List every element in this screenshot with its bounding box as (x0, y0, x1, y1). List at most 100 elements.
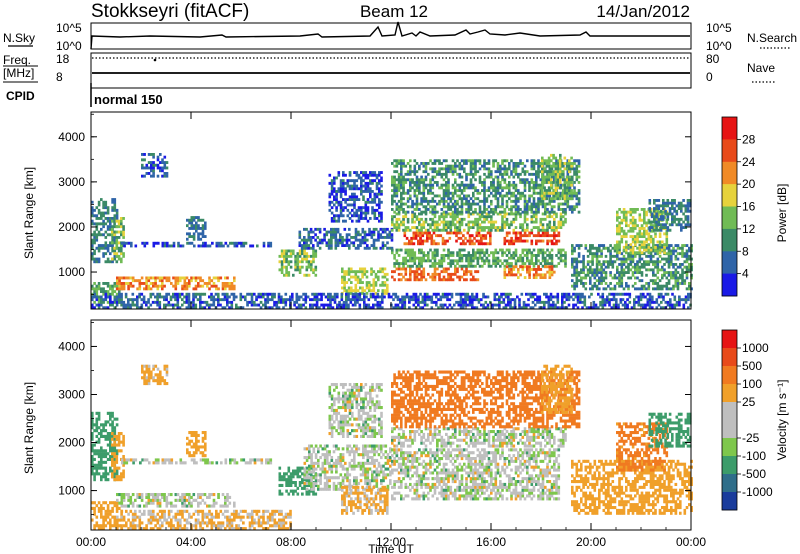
x-tick-label: 00:00 (76, 535, 106, 549)
colorbar-swatch (722, 251, 737, 274)
power-region (278, 249, 318, 277)
power-xticks (90, 112, 692, 309)
power-region (91, 198, 119, 264)
colorbar-swatch (722, 273, 737, 297)
colorbar-swatch (722, 402, 737, 421)
y-tick-label: 2000 (58, 436, 85, 450)
colorbar-swatch (722, 330, 737, 349)
colorbar-tick-label: 12 (742, 222, 756, 236)
nsearch-tick-top: 10^5 (706, 21, 732, 35)
velocity-cells (91, 364, 693, 531)
colorbar-tick-label: 100 (742, 377, 762, 391)
velocity-region (303, 444, 392, 491)
velocity-region (391, 427, 567, 448)
velocity-region (111, 432, 125, 482)
velocity-region (391, 370, 581, 429)
power-region (341, 267, 389, 295)
x-tick-label: 20:00 (576, 535, 606, 549)
colorbar-tick-label: 1000 (742, 341, 769, 355)
power-cells (91, 153, 693, 310)
velocity-xlabel: Time UT (368, 542, 414, 554)
freq-label: Freq. (3, 53, 31, 67)
colorbar-tick-label: -500 (742, 467, 766, 481)
nsearch-label: N.Search (747, 31, 797, 45)
colorbar-swatch (722, 184, 737, 207)
nave-tick-top: 80 (706, 52, 720, 66)
power-panel: Slant Range [km] 4000 3000 2000 1000 (22, 111, 693, 310)
colorbar-swatch (722, 366, 737, 385)
nsky-tick-bottom: 10^0 (56, 39, 82, 53)
power-region (503, 265, 556, 279)
velocity-region (648, 412, 692, 448)
velocity-colorbar: 1000 500 100 25 -25 -100 -500 -1000 Velocity [m… (721, 329, 789, 511)
power-colorbar: 28 24 20 16 12 8 4 Power [dB] (721, 116, 789, 297)
velocity-region (541, 364, 573, 414)
y-tick-label: 1000 (58, 265, 85, 279)
colorbar-swatch (722, 492, 737, 511)
colorbar-tick-label: 20 (742, 177, 756, 191)
y-tick-label: 2000 (58, 220, 85, 234)
power-region (91, 292, 292, 310)
colorbar-swatch (722, 228, 737, 252)
cpid-label: CPID (6, 89, 35, 103)
power-region (111, 217, 125, 264)
power-region (186, 216, 207, 241)
mhz-label: [MHz] (3, 66, 34, 80)
colorbar-swatch (722, 420, 737, 439)
colorbar-swatch (722, 206, 737, 230)
freq-tick-top: 18 (56, 52, 70, 66)
y-tick-label: 4000 (58, 339, 85, 353)
colorbar-swatch (722, 161, 737, 185)
colorbar-tick-label: 28 (742, 132, 756, 146)
x-tick-label: 00:00 (676, 535, 706, 549)
power-region (503, 231, 561, 246)
velocity-region (341, 485, 389, 515)
power-region (141, 153, 169, 178)
y-tick-label: 3000 (58, 175, 85, 189)
colorbar-swatch (722, 456, 737, 475)
x-tick-label: 16:00 (476, 535, 506, 549)
power-region (648, 199, 692, 232)
y-tick-label: 4000 (58, 130, 85, 144)
nsearch-tick-bottom: 10^0 (706, 39, 732, 53)
colorbar-tick-label: 8 (742, 244, 749, 258)
colorbar-swatch (722, 474, 737, 493)
freq-panel: Freq. [MHz] CPID 18 8 80 0 Nave (3, 52, 775, 107)
x-tick-label: 08:00 (276, 535, 306, 549)
velocity-region (391, 448, 561, 501)
power-region (391, 248, 567, 268)
colorbar-swatch (722, 348, 737, 367)
velocity-yaxis: 4000 3000 2000 1000 (58, 322, 691, 516)
colorbar-tick-label: -25 (742, 431, 760, 445)
power-region (328, 171, 383, 223)
x-tick-label: 04:00 (176, 535, 206, 549)
nave-label: Nave (747, 61, 775, 75)
power-colorbar-label: Power [dB] (775, 184, 789, 243)
colorbar-swatch (722, 384, 737, 403)
station-title: Stokkseyri (fitACF) (91, 1, 249, 22)
colorbar-swatch (722, 438, 737, 457)
velocity-region (141, 364, 169, 386)
power-region (121, 241, 273, 248)
colorbar-tick-label: 24 (742, 155, 756, 169)
colorbar-tick-label: 4 (742, 267, 749, 281)
colorbar-tick-label: 500 (742, 359, 762, 373)
velocity-ylabel: Slant Range [km] (22, 382, 36, 474)
colorbar-tick-label: 16 (742, 200, 756, 214)
cpid-text: normal 150 (94, 92, 163, 107)
power-region (291, 292, 692, 310)
velocity-region (116, 493, 236, 508)
colorbar-tick-label: -100 (742, 449, 766, 463)
beam-label: Beam 12 (360, 2, 428, 21)
power-region (391, 212, 567, 232)
velocity-region (328, 383, 383, 438)
x-tick-label: 12:00 (376, 535, 406, 549)
velocity-xaxis: 00:00 04:00 08:00 12:00 16:00 20:00 00:00 (76, 320, 706, 549)
velocity-region (571, 459, 693, 515)
power-region (403, 231, 492, 246)
power-region (116, 276, 236, 291)
colorbar-swatch (722, 139, 737, 163)
velocity-region (121, 458, 273, 465)
